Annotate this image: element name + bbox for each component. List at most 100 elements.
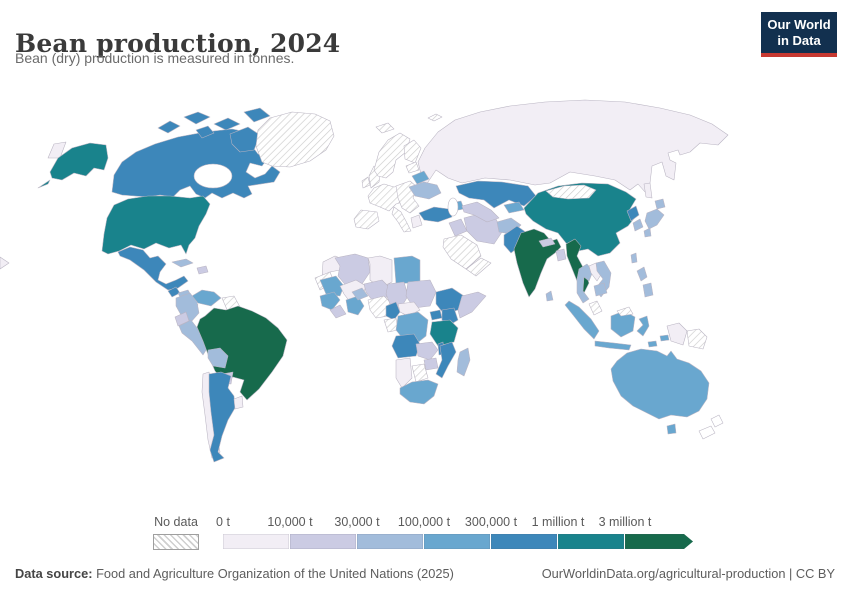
country-uganda[interactable] — [429, 309, 443, 321]
country-canada-arctic-3[interactable] — [213, 117, 241, 131]
legend-segment[interactable] — [423, 534, 490, 549]
legend-segment[interactable] — [223, 534, 289, 549]
country-greece[interactable] — [410, 214, 423, 229]
country-philippines-mindanao[interactable] — [642, 282, 654, 298]
country-peru[interactable] — [178, 319, 209, 356]
country-yemen-oman[interactable] — [465, 257, 492, 277]
country-laos[interactable] — [588, 262, 603, 282]
country-india[interactable] — [513, 228, 562, 298]
country-cuba[interactable] — [171, 258, 194, 268]
legend-no-data-swatch[interactable] — [153, 534, 199, 550]
country-sierra-leone-liberia[interactable] — [329, 304, 347, 319]
country-indonesia-papua[interactable] — [666, 322, 688, 346]
country-spain-portugal[interactable] — [353, 209, 380, 230]
country-usa[interactable] — [101, 195, 211, 255]
country-mozambique[interactable] — [435, 341, 457, 379]
country-russia[interactable] — [417, 99, 729, 196]
country-australia[interactable] — [610, 348, 710, 420]
country-cambodia[interactable] — [593, 282, 608, 297]
owid-logo: Our World in Data — [761, 12, 837, 57]
country-indonesia-maluku[interactable] — [659, 334, 670, 342]
country-sudan[interactable] — [405, 279, 437, 309]
country-south-africa[interactable] — [399, 379, 439, 405]
country-argentina[interactable] — [208, 371, 236, 463]
country-canada-arctic-1[interactable] — [157, 120, 181, 134]
country-somalia[interactable] — [457, 291, 487, 319]
country-greenland[interactable] — [255, 111, 335, 168]
country-ukraine[interactable] — [408, 181, 442, 200]
country-tanzania[interactable] — [429, 319, 459, 347]
country-mauritania[interactable] — [319, 275, 345, 297]
country-canada-arctic-5[interactable] — [195, 125, 215, 139]
country-hispaniola[interactable] — [196, 265, 209, 275]
country-indonesia-sulawesi[interactable] — [636, 315, 650, 337]
country-russia-sakhalin[interactable] — [643, 182, 653, 199]
country-kyrgyzstan[interactable] — [503, 201, 525, 214]
country-sri-lanka[interactable] — [545, 290, 554, 302]
country-svalbard[interactable] — [427, 113, 443, 122]
country-canada-arctic-4[interactable] — [243, 107, 271, 123]
legend-segment[interactable] — [557, 534, 624, 549]
country-senegal-guinea[interactable] — [319, 291, 341, 311]
country-indonesia-sumatra[interactable] — [564, 300, 600, 340]
country-chad[interactable] — [385, 281, 409, 307]
country-botswana[interactable] — [411, 363, 429, 383]
country-uzbekistan-turkmenistan[interactable] — [461, 201, 500, 223]
country-australia-tasmania[interactable] — [666, 423, 677, 435]
country-finland[interactable] — [403, 139, 422, 164]
country-usa-aleutians[interactable] — [37, 179, 51, 189]
country-iceland[interactable] — [375, 122, 395, 134]
legend-segment[interactable] — [624, 534, 693, 549]
country-zimbabwe[interactable] — [423, 357, 439, 371]
country-new-zealand-north[interactable] — [710, 414, 724, 428]
country-egypt[interactable] — [393, 255, 421, 285]
country-bangladesh[interactable] — [555, 248, 567, 262]
country-south-korea[interactable] — [632, 218, 644, 232]
country-indonesia-java[interactable] — [594, 340, 632, 351]
country-angola[interactable] — [391, 333, 421, 359]
country-papua-new-guinea[interactable] — [686, 328, 708, 350]
country-japan-honshu[interactable] — [644, 208, 665, 230]
country-uruguay[interactable] — [233, 395, 244, 410]
country-ireland[interactable] — [361, 176, 371, 189]
country-zambia[interactable] — [415, 341, 439, 361]
country-nepal[interactable] — [538, 237, 556, 248]
country-iraq[interactable] — [448, 218, 468, 237]
country-madagascar[interactable] — [456, 347, 471, 377]
country-cameroon[interactable] — [385, 301, 401, 321]
legend-segment[interactable] — [356, 534, 423, 549]
country-turkey[interactable] — [418, 206, 453, 223]
country-philippines-luzon[interactable] — [636, 266, 648, 282]
legend-no-data-label: No data — [154, 515, 198, 529]
country-taiwan[interactable] — [630, 252, 638, 264]
country-venezuela[interactable] — [191, 289, 222, 307]
country-north-korea[interactable] — [626, 205, 640, 222]
country-saudi-arabia[interactable] — [442, 234, 482, 270]
country-italy[interactable] — [391, 206, 412, 233]
country-indonesia-lesser-sunda[interactable] — [647, 340, 658, 348]
country-baltics[interactable] — [405, 161, 420, 174]
country-bolivia[interactable] — [207, 347, 229, 369]
country-namibia[interactable] — [395, 357, 413, 389]
legend-tick-label: 1 million t — [531, 515, 585, 529]
country-mexico[interactable] — [117, 246, 189, 291]
country-canada-arctic-2[interactable] — [183, 111, 211, 125]
legend-bar — [223, 534, 693, 549]
country-canada-baffin[interactable] — [229, 126, 261, 153]
legend-segment[interactable] — [289, 534, 356, 549]
country-china[interactable] — [523, 182, 637, 257]
country-new-zealand-south[interactable] — [698, 425, 716, 440]
country-malaysia-peninsula[interactable] — [588, 300, 603, 316]
country-belarus[interactable] — [411, 170, 430, 185]
country-burkina-faso[interactable] — [351, 287, 369, 301]
country-kazakhstan[interactable] — [455, 180, 537, 209]
country-russia-chukotka-wrap[interactable] — [47, 141, 67, 159]
country-brazil[interactable] — [196, 305, 288, 401]
legend-segment[interactable] — [490, 534, 557, 549]
country-mongolia[interactable] — [545, 184, 597, 200]
country-malaysia-borneo[interactable] — [616, 306, 634, 317]
country-japan-kyushu[interactable] — [643, 227, 652, 238]
country-japan-hokkaido[interactable] — [654, 198, 666, 210]
owid-link[interactable]: OurWorldinData.org/agricultural-producti… — [541, 566, 835, 581]
country-usa-alaska[interactable] — [49, 142, 109, 181]
